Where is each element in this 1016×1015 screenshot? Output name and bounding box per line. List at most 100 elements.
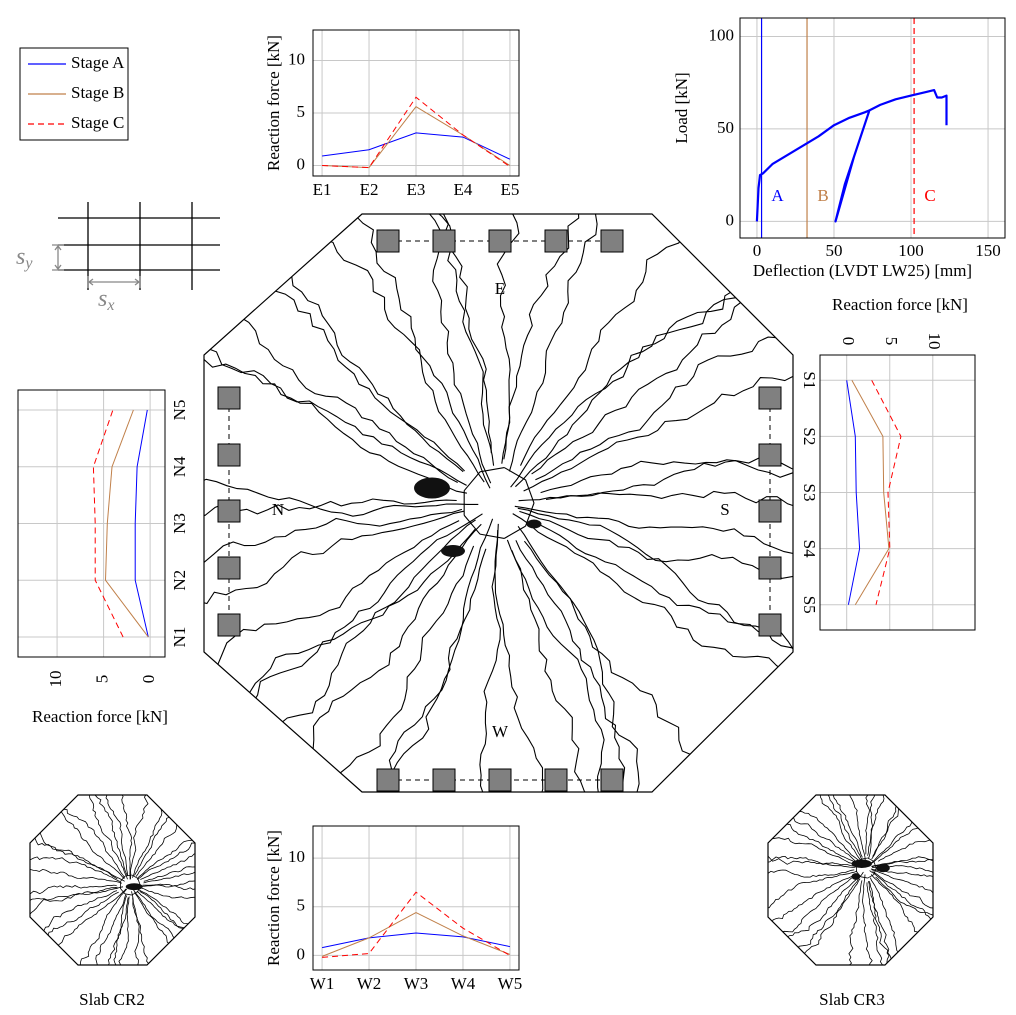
sy-label: sy [16,244,33,272]
crack [768,825,855,865]
crack [242,214,485,483]
crack [134,886,195,911]
support [758,613,782,637]
crack [136,814,195,880]
crack [204,252,458,483]
crack [204,483,457,517]
crack [768,843,859,867]
crack [540,427,793,494]
side-label: E [495,279,505,298]
y-tick-label: 10 [288,49,305,68]
y-tick-label: 50 [717,118,734,137]
crack [867,880,900,965]
crack [124,874,132,877]
crack [871,869,933,910]
crack [204,287,467,486]
x-tick-label: 5 [93,675,112,684]
crack [143,854,195,884]
crack [519,510,793,746]
crack [503,214,617,460]
crack [837,795,866,864]
y-tick-label: S4 [800,540,819,558]
x-tick-label: E1 [313,180,332,199]
crack [134,892,195,965]
spall [414,477,450,499]
support [217,499,241,523]
slab-outline [203,213,794,793]
crack [511,550,693,792]
plot-frame [312,825,520,971]
stage-marker-label: C [924,186,935,205]
y-tick-label: 5 [297,102,306,121]
crack [514,505,793,600]
support [376,229,400,253]
x-tick-label: 0 [139,675,158,684]
x-tick-label: 100 [898,241,924,260]
spall [876,863,890,873]
crack [204,214,465,472]
x-tick-label: E4 [454,180,473,199]
y-tick-label: S5 [800,596,819,614]
crack [523,540,768,792]
crack [136,812,195,879]
crack [131,891,139,896]
crack [768,870,858,912]
crack [531,214,793,475]
slab-label: Slab CR3 [819,990,885,1009]
support [217,443,241,467]
side-label: W [492,722,509,741]
support [432,768,456,792]
spacing-diagram [52,202,220,290]
crack [833,880,863,965]
crack [30,840,121,882]
series-line [871,380,902,605]
crack [30,886,124,923]
plot-frame [17,389,166,658]
slab-outline [767,794,934,966]
x-tick-label: 5 [882,337,901,346]
support [758,443,782,467]
x-axis-label: Deflection (LVDT LW25) [mm] [753,261,972,280]
series-line [104,409,149,638]
crack [545,490,793,534]
support [544,768,568,792]
crack [141,875,195,888]
y-tick-label: 100 [709,25,735,44]
y-tick-label: N4 [170,456,189,477]
y-tick-label: N3 [170,513,189,534]
legend-label: Stage B [71,83,124,102]
support [600,229,624,253]
crack [134,795,195,876]
crack [102,795,133,880]
crack [494,529,544,792]
y-tick-label: 5 [297,896,306,915]
crack [79,795,128,876]
support [758,386,782,410]
series-line [322,891,511,958]
slab-outline [29,794,196,966]
crack [870,874,933,965]
crack [120,875,126,882]
y-tick-label: S3 [800,484,819,502]
x-tick-label: 150 [975,241,1001,260]
crack [867,857,875,862]
crack [768,869,855,881]
plot-frame [312,29,520,177]
series-line [322,132,511,160]
crack [204,520,460,746]
legend-label: Stage A [71,53,125,72]
crack [520,214,769,466]
crack [102,896,130,965]
support [758,556,782,580]
crack [858,874,873,965]
crack [30,817,125,882]
x-axis-label: Reaction force [kN] [32,707,168,726]
crack [860,876,868,879]
crack [503,467,526,481]
crack [535,250,793,481]
y-tick-label: 0 [726,210,735,229]
crack [132,888,195,965]
crack [503,525,526,539]
y-tick-label: N1 [170,627,189,648]
